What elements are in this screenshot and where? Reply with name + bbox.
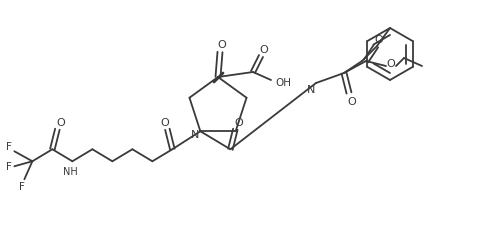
Text: O: O xyxy=(348,97,356,107)
Text: F: F xyxy=(19,181,25,192)
Text: N: N xyxy=(191,130,199,140)
Text: OH: OH xyxy=(275,78,291,88)
Text: NH: NH xyxy=(63,167,78,177)
Text: O: O xyxy=(374,35,383,45)
Text: O: O xyxy=(259,45,268,55)
Text: F: F xyxy=(6,162,12,172)
Text: O: O xyxy=(234,118,243,128)
Text: N: N xyxy=(307,85,315,94)
Text: O: O xyxy=(218,40,226,50)
Text: O: O xyxy=(56,118,65,128)
Text: O: O xyxy=(160,118,169,128)
Text: O: O xyxy=(386,59,395,69)
Text: F: F xyxy=(6,142,12,152)
